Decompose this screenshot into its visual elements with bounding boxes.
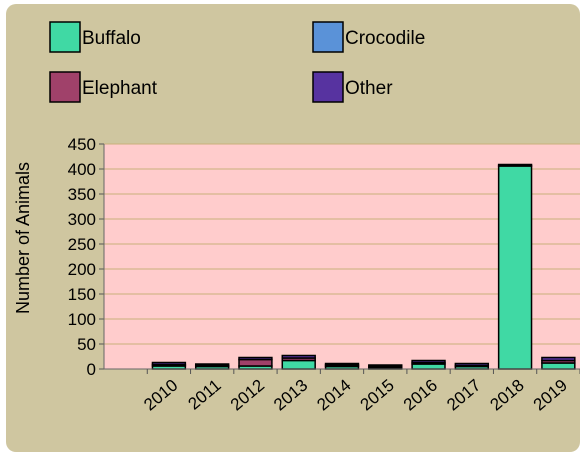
y-tick-label-250: 250 bbox=[68, 235, 96, 254]
bar-buffalo-2018 bbox=[497, 165, 533, 370]
y-tick-label-300: 300 bbox=[68, 210, 96, 229]
x-tick-label-2013: 2013 bbox=[270, 376, 311, 415]
legend-label-buffalo: Buffalo bbox=[82, 28, 141, 49]
y-tick-label-350: 350 bbox=[68, 185, 96, 204]
legend-swatch-crocodile bbox=[312, 21, 344, 53]
y-tick-label-200: 200 bbox=[68, 260, 96, 279]
y-tick-label-0: 0 bbox=[87, 360, 96, 379]
legend-label-elephant: Elephant bbox=[82, 78, 158, 99]
bar-other-2010 bbox=[151, 361, 187, 366]
y-tick-label-100: 100 bbox=[68, 310, 96, 329]
legend: Buffalo Crocodile Elephant Other bbox=[49, 21, 425, 103]
x-tick-label-2018: 2018 bbox=[486, 376, 527, 415]
x-tick-label-2015: 2015 bbox=[357, 376, 398, 415]
bar-buffalo-2013 bbox=[281, 359, 316, 370]
chart-container: Buffalo Crocodile Elephant Other 0 50 100 150 2… bbox=[6, 4, 580, 452]
legend-swatch-other bbox=[312, 71, 344, 103]
y-tick-label-450: 450 bbox=[68, 135, 96, 154]
x-tick-label-2014: 2014 bbox=[313, 376, 354, 415]
legend-label-crocodile: Crocodile bbox=[345, 28, 425, 49]
x-tick-label-2019: 2019 bbox=[530, 376, 571, 415]
y-tick-label-150: 150 bbox=[68, 285, 96, 304]
bar-other-2011 bbox=[194, 363, 230, 367]
bar-other-2017 bbox=[454, 362, 490, 367]
legend-label-other: Other bbox=[345, 78, 393, 99]
legend-item-crocodile: Crocodile bbox=[312, 21, 425, 53]
bar-other-2015 bbox=[368, 364, 403, 367]
x-tick-label-2017: 2017 bbox=[443, 376, 484, 415]
x-tick-label-2016: 2016 bbox=[400, 376, 441, 415]
bar-buffalo-2019 bbox=[541, 362, 576, 370]
x-tick-label-2012: 2012 bbox=[227, 376, 268, 415]
bar-other-2013 bbox=[281, 354, 316, 359]
stacked-bar-chart: Buffalo Crocodile Elephant Other 0 50 100 150 2… bbox=[13, 21, 580, 415]
y-axis-label: Number of Animals bbox=[13, 162, 33, 314]
x-tick-label-2010: 2010 bbox=[140, 376, 181, 415]
y-tick-label-50: 50 bbox=[77, 335, 96, 354]
y-tick-label-400: 400 bbox=[68, 160, 96, 179]
legend-item-elephant: Elephant bbox=[49, 71, 158, 103]
bar-other-2018 bbox=[497, 163, 533, 167]
bar-other-2016 bbox=[411, 359, 446, 364]
bar-other-2014 bbox=[324, 362, 360, 366]
bar-other-2012 bbox=[238, 356, 273, 361]
legend-swatch-buffalo bbox=[49, 21, 81, 53]
x-tick-label-2011: 2011 bbox=[185, 376, 225, 414]
legend-swatch-elephant bbox=[49, 71, 81, 103]
bar-elephant-2012 bbox=[238, 358, 273, 367]
legend-item-other: Other bbox=[312, 71, 393, 103]
legend-item-buffalo: Buffalo bbox=[49, 21, 141, 53]
bars bbox=[151, 163, 576, 370]
bar-other-2019 bbox=[541, 356, 576, 362]
